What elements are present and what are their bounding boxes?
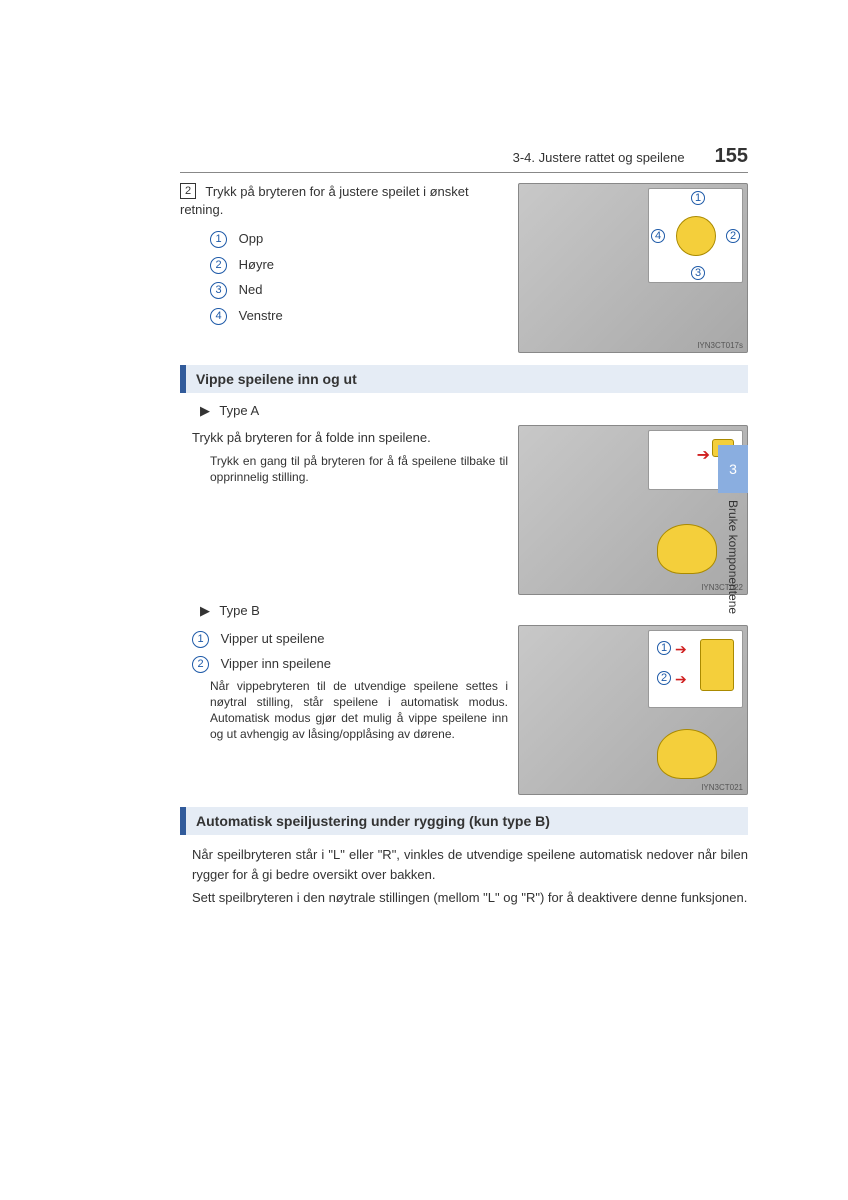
callout-1-icon: 1 xyxy=(657,641,671,655)
fold-section-header: Vippe speilene inn og ut xyxy=(180,365,748,393)
option-1: 1 Opp xyxy=(210,227,508,250)
circled-1-icon: 1 xyxy=(192,631,209,648)
type-a-block: Trykk på bryteren for å folde inn speile… xyxy=(180,425,748,595)
callout-4-icon: 4 xyxy=(651,229,665,243)
dashboard-image-1: 1 2 3 4 IYN3CT017s xyxy=(518,183,748,353)
red-arrow-icon: ➔ xyxy=(697,445,710,465)
section-path: 3-4. Justere rattet og speilene xyxy=(513,150,685,165)
chapter-label: Bruke komponentene xyxy=(726,500,740,614)
option-4-label: Venstre xyxy=(239,308,283,323)
type-b-opt1-label: Vipper ut speilene xyxy=(221,631,325,646)
red-arrow-1-icon: ➔ xyxy=(675,641,687,658)
option-3: 3 Ned xyxy=(210,278,508,301)
auto-paragraph-1: Når speilbryteren står i "L" eller "R", … xyxy=(192,845,748,884)
type-b-heading: ▶ Type B xyxy=(200,603,748,619)
type-b-text: 1 Vipper ut speilene 2 Vipper inn speile… xyxy=(180,625,508,795)
callout-2-icon: 2 xyxy=(657,671,671,685)
auto-paragraph-2: Sett speilbryteren i den nøytrale stilli… xyxy=(192,888,748,908)
content-area: 2 Trykk på bryteren for å justere speile… xyxy=(180,183,748,908)
step-2-block: 2 Trykk på bryteren for å justere speile… xyxy=(180,183,748,353)
option-2: 2 Høyre xyxy=(210,253,508,276)
type-a-heading: ▶ Type A xyxy=(200,403,748,419)
type-b-opt2: 2 Vipper inn speilene xyxy=(192,652,508,675)
dashboard-image-2: ➔ IYN3CT022 xyxy=(518,425,748,595)
mirror-knob-icon xyxy=(676,216,716,256)
callout-1-icon: 1 xyxy=(691,191,705,205)
callout-3-icon: 3 xyxy=(691,266,705,280)
circled-3-icon: 3 xyxy=(210,282,227,299)
option-3-label: Ned xyxy=(239,282,263,297)
image-code-1: IYN3CT017s xyxy=(697,341,743,350)
triangle-bullet-icon: ▶ xyxy=(200,403,210,418)
chapter-number: 3 xyxy=(729,461,737,477)
image-code-3: IYN3CT021 xyxy=(701,783,743,792)
auto-section-header: Automatisk speiljustering under rygging … xyxy=(180,807,748,835)
red-arrow-2-icon: ➔ xyxy=(675,671,687,688)
page-number: 155 xyxy=(715,145,748,168)
step-2-text: 2 Trykk på bryteren for å justere speile… xyxy=(180,183,508,353)
step-2-line: 2 Trykk på bryteren for å justere speile… xyxy=(180,183,508,219)
step-number-box: 2 xyxy=(180,183,196,199)
option-1-label: Opp xyxy=(239,231,264,246)
type-a-text: Trykk på bryteren for å folde inn speile… xyxy=(180,425,508,595)
type-b-block: 1 Vipper ut speilene 2 Vipper inn speile… xyxy=(180,625,748,795)
type-b-note: Når vippebryteren til de utvendige speil… xyxy=(210,678,508,743)
type-a-line2: Trykk en gang til på bryteren for å få s… xyxy=(210,453,508,485)
folded-mirror-icon xyxy=(657,729,717,779)
type-b-opt2-label: Vipper inn speilene xyxy=(221,656,331,671)
image-inset-knob: 1 2 3 4 xyxy=(648,188,743,283)
callout-2-icon: 2 xyxy=(726,229,740,243)
circled-4-icon: 4 xyxy=(210,308,227,325)
type-a-line1: Trykk på bryteren for å folde inn speile… xyxy=(192,429,508,447)
circled-2-icon: 2 xyxy=(192,656,209,673)
folded-mirror-icon xyxy=(657,524,717,574)
type-b-label: Type B xyxy=(219,603,259,618)
auto-fold-button-icon xyxy=(700,639,734,691)
step-2-instruction: Trykk på bryteren for å justere speilet … xyxy=(180,184,469,217)
dashboard-image-3: 1 ➔ 2 ➔ IYN3CT021 xyxy=(518,625,748,795)
circled-1-icon: 1 xyxy=(210,231,227,248)
chapter-tab: 3 xyxy=(718,445,748,493)
circled-2-icon: 2 xyxy=(210,257,227,274)
image-inset-switch-b: 1 ➔ 2 ➔ xyxy=(648,630,743,708)
option-4: 4 Venstre xyxy=(210,304,508,327)
page-header: 3-4. Justere rattet og speilene 155 xyxy=(180,145,748,173)
type-b-opt1: 1 Vipper ut speilene xyxy=(192,627,508,650)
type-a-label: Type A xyxy=(219,403,259,418)
option-2-label: Høyre xyxy=(239,257,274,272)
triangle-bullet-icon: ▶ xyxy=(200,603,210,618)
